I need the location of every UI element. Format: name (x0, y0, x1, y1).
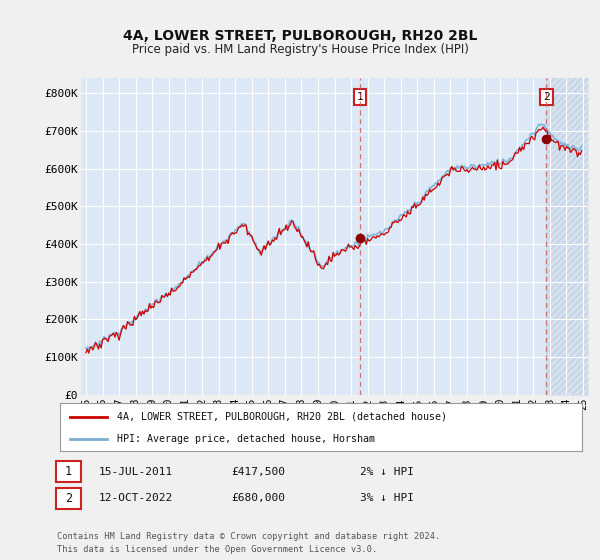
Text: 12-OCT-2022: 12-OCT-2022 (99, 493, 173, 503)
Text: 3% ↓ HPI: 3% ↓ HPI (360, 493, 414, 503)
Text: Price paid vs. HM Land Registry's House Price Index (HPI): Price paid vs. HM Land Registry's House … (131, 43, 469, 56)
Text: 1: 1 (356, 92, 364, 102)
Bar (547, 78, 599, 395)
Text: £417,500: £417,500 (231, 466, 285, 477)
Text: HPI: Average price, detached house, Horsham: HPI: Average price, detached house, Hors… (118, 434, 376, 444)
Text: 1: 1 (65, 465, 72, 478)
Text: 2: 2 (543, 92, 550, 102)
Text: 2% ↓ HPI: 2% ↓ HPI (360, 466, 414, 477)
Text: 4A, LOWER STREET, PULBOROUGH, RH20 2BL (detached house): 4A, LOWER STREET, PULBOROUGH, RH20 2BL (… (118, 412, 448, 422)
Text: £680,000: £680,000 (231, 493, 285, 503)
Text: 15-JUL-2011: 15-JUL-2011 (99, 466, 173, 477)
Text: 4A, LOWER STREET, PULBOROUGH, RH20 2BL: 4A, LOWER STREET, PULBOROUGH, RH20 2BL (123, 29, 477, 44)
Text: 2: 2 (65, 492, 72, 505)
Text: Contains HM Land Registry data © Crown copyright and database right 2024.
This d: Contains HM Land Registry data © Crown c… (57, 533, 440, 554)
